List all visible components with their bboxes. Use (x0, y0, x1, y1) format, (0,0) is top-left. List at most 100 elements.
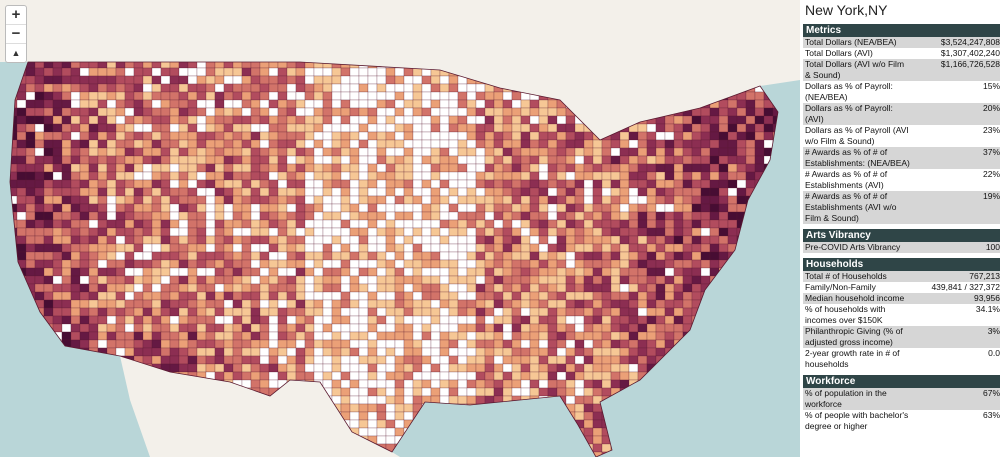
county[interactable] (160, 283, 171, 293)
county[interactable] (466, 339, 477, 349)
county[interactable] (403, 275, 414, 285)
county[interactable] (79, 267, 90, 277)
county[interactable] (169, 211, 180, 221)
county[interactable] (61, 83, 72, 93)
county[interactable] (376, 163, 387, 173)
county[interactable] (538, 339, 549, 349)
county[interactable] (79, 259, 90, 269)
county[interactable] (115, 307, 126, 317)
county[interactable] (178, 299, 189, 309)
county[interactable] (466, 163, 477, 173)
county[interactable] (340, 403, 351, 413)
county[interactable] (682, 155, 693, 165)
county[interactable] (52, 75, 63, 85)
county[interactable] (349, 259, 360, 269)
county[interactable] (268, 307, 279, 317)
county[interactable] (421, 371, 432, 381)
county[interactable] (286, 179, 297, 189)
county[interactable] (601, 163, 612, 173)
county[interactable] (304, 315, 315, 325)
county[interactable] (655, 163, 666, 173)
county[interactable] (385, 203, 396, 213)
county[interactable] (601, 355, 612, 365)
county[interactable] (403, 371, 414, 381)
county[interactable] (484, 131, 495, 141)
county[interactable] (592, 267, 603, 277)
county[interactable] (439, 251, 450, 261)
county[interactable] (187, 307, 198, 317)
county[interactable] (610, 291, 621, 301)
county[interactable] (250, 139, 261, 149)
county[interactable] (52, 67, 63, 77)
county[interactable] (178, 171, 189, 181)
county[interactable] (574, 243, 585, 253)
county[interactable] (331, 163, 342, 173)
county[interactable] (493, 371, 504, 381)
county[interactable] (214, 259, 225, 269)
county[interactable] (475, 347, 486, 357)
county[interactable] (448, 227, 459, 237)
county[interactable] (277, 299, 288, 309)
county[interactable] (385, 315, 396, 325)
county[interactable] (34, 275, 45, 285)
county[interactable] (691, 291, 702, 301)
county[interactable] (430, 75, 441, 85)
county[interactable] (475, 267, 486, 277)
county[interactable] (268, 283, 279, 293)
county[interactable] (421, 163, 432, 173)
county[interactable] (664, 251, 675, 261)
county[interactable] (61, 187, 72, 197)
county[interactable] (79, 99, 90, 109)
county[interactable] (376, 339, 387, 349)
county[interactable] (466, 155, 477, 165)
county[interactable] (214, 331, 225, 341)
county[interactable] (169, 99, 180, 109)
county[interactable] (691, 131, 702, 141)
county[interactable] (187, 187, 198, 197)
county[interactable] (403, 123, 414, 133)
county[interactable] (682, 315, 693, 325)
county[interactable] (457, 91, 468, 101)
county[interactable] (304, 195, 315, 205)
county[interactable] (493, 179, 504, 189)
county[interactable] (655, 323, 666, 333)
county[interactable] (376, 211, 387, 221)
county[interactable] (610, 355, 621, 365)
county[interactable] (25, 219, 36, 229)
county[interactable] (340, 203, 351, 213)
county[interactable] (313, 259, 324, 269)
county[interactable] (709, 187, 720, 197)
county[interactable] (745, 179, 756, 189)
county[interactable] (475, 131, 486, 141)
county[interactable] (115, 251, 126, 261)
county[interactable] (385, 219, 396, 229)
county[interactable] (466, 267, 477, 277)
county[interactable] (682, 227, 693, 237)
county[interactable] (61, 259, 72, 269)
county[interactable] (313, 291, 324, 301)
county[interactable] (565, 387, 576, 397)
county[interactable] (556, 379, 567, 389)
county[interactable] (412, 339, 423, 349)
county[interactable] (376, 243, 387, 253)
county[interactable] (232, 371, 243, 381)
county[interactable] (151, 155, 162, 165)
county[interactable] (421, 291, 432, 301)
county[interactable] (493, 123, 504, 133)
county[interactable] (439, 235, 450, 245)
county[interactable] (403, 187, 414, 197)
county[interactable] (520, 115, 531, 125)
county[interactable] (403, 363, 414, 373)
county[interactable] (448, 395, 459, 405)
county[interactable] (466, 323, 477, 333)
county[interactable] (619, 323, 630, 333)
county[interactable] (727, 187, 738, 197)
county[interactable] (439, 171, 450, 181)
county[interactable] (583, 235, 594, 245)
county[interactable] (430, 355, 441, 365)
county[interactable] (250, 347, 261, 357)
county[interactable] (367, 67, 378, 77)
county[interactable] (700, 243, 711, 253)
county[interactable] (358, 363, 369, 373)
county[interactable] (466, 139, 477, 149)
